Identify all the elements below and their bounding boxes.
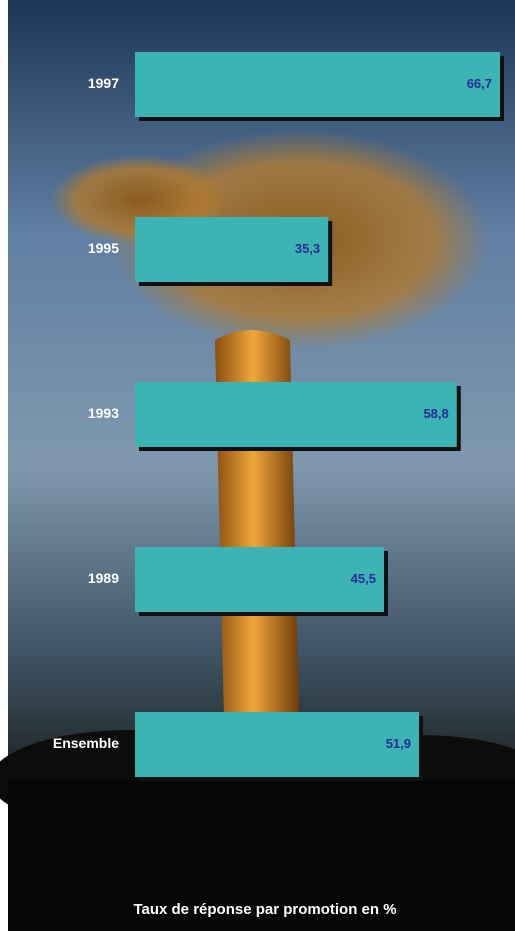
value-label: 35,3 bbox=[295, 241, 320, 256]
bar bbox=[135, 547, 384, 612]
category-label: 1989 bbox=[88, 570, 119, 586]
value-label: 45,5 bbox=[351, 571, 376, 586]
value-label: 51,9 bbox=[386, 736, 411, 751]
bar bbox=[135, 217, 329, 282]
value-label: 58,8 bbox=[423, 406, 448, 421]
bar bbox=[135, 382, 457, 447]
category-label: 1997 bbox=[88, 75, 119, 91]
chart-title: Taux de réponse par promotion en % bbox=[133, 901, 396, 918]
category-label: 1993 bbox=[88, 405, 119, 421]
bar bbox=[135, 712, 420, 777]
value-label: 66,7 bbox=[467, 76, 492, 91]
bar bbox=[135, 52, 500, 117]
category-label: 1995 bbox=[88, 240, 119, 256]
category-label: Ensemble bbox=[53, 735, 119, 751]
